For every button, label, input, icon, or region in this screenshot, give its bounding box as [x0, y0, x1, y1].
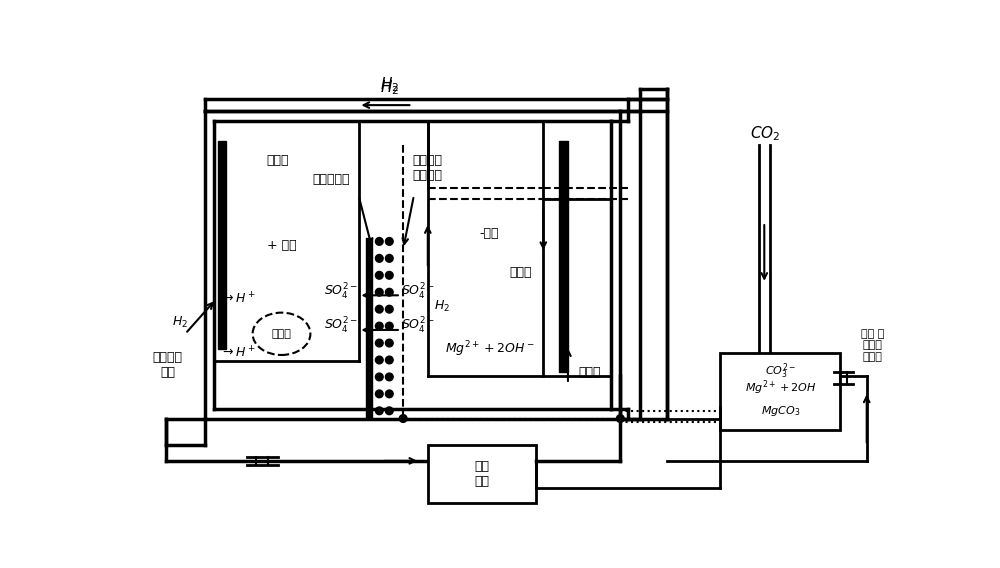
Circle shape: [375, 272, 383, 279]
Circle shape: [375, 306, 383, 313]
Text: $SO_4^{2-}$: $SO_4^{2-}$: [324, 316, 359, 336]
Circle shape: [385, 390, 393, 398]
Text: $\rightarrow H^+$: $\rightarrow H^+$: [220, 291, 255, 307]
Bar: [720, 353, 840, 430]
Text: $Mg^{2+}+2OH^-$: $Mg^{2+}+2OH^-$: [445, 340, 534, 359]
Text: + 阳极: + 阳极: [267, 239, 296, 252]
Text: $H_2$: $H_2$: [380, 76, 399, 94]
Text: -阴极: -阴极: [480, 227, 499, 240]
Circle shape: [616, 415, 624, 423]
Circle shape: [385, 254, 393, 262]
Circle shape: [375, 390, 383, 398]
Text: 蛇纹石: 蛇纹石: [272, 329, 291, 339]
Circle shape: [375, 322, 383, 330]
Circle shape: [385, 237, 393, 245]
Circle shape: [385, 373, 393, 381]
Text: 多孔无机膜: 多孔无机膜: [313, 173, 350, 186]
Circle shape: [375, 339, 383, 347]
Text: $SO_4^{2-}$: $SO_4^{2-}$: [401, 316, 436, 336]
Text: $H_2$: $H_2$: [172, 315, 188, 330]
Text: $CO_2$: $CO_2$: [750, 124, 780, 143]
Text: 硫酸镁: 硫酸镁: [509, 266, 531, 279]
Text: $Mg^{2+}+2OH$: $Mg^{2+}+2OH$: [745, 378, 816, 397]
Circle shape: [385, 356, 393, 364]
Bar: [366, 237, 372, 419]
Circle shape: [375, 289, 383, 296]
Circle shape: [375, 237, 383, 245]
Text: $CO_3^{2-}$: $CO_3^{2-}$: [765, 361, 796, 381]
Circle shape: [385, 306, 393, 313]
Bar: [218, 141, 226, 349]
Text: $\rightarrow H^+$: $\rightarrow H^+$: [220, 345, 255, 361]
Text: $SO_4^{2-}$: $SO_4^{2-}$: [324, 281, 359, 302]
Circle shape: [375, 254, 383, 262]
Bar: [559, 141, 568, 372]
Text: $H_2$: $H_2$: [434, 299, 450, 315]
Circle shape: [375, 356, 383, 364]
Text: $H_2$: $H_2$: [380, 78, 399, 97]
Circle shape: [385, 322, 393, 330]
Circle shape: [385, 272, 393, 279]
Text: $MgCO_3$: $MgCO_3$: [761, 404, 800, 418]
Circle shape: [385, 289, 393, 296]
Circle shape: [399, 415, 407, 423]
Circle shape: [375, 373, 383, 381]
Circle shape: [375, 407, 383, 415]
Text: 二价阴离
子交换膜: 二价阴离 子交换膜: [413, 154, 443, 182]
Circle shape: [385, 339, 393, 347]
Text: $SO_4^{2-}$: $SO_4^{2-}$: [401, 281, 436, 302]
Text: 气体扩散
电极: 气体扩散 电极: [153, 350, 183, 379]
Text: 硫酸镁: 硫酸镁: [578, 366, 601, 379]
Bar: [428, 445, 536, 503]
Text: 过滤
结晶: 过滤 结晶: [474, 460, 489, 488]
Circle shape: [385, 407, 393, 415]
Text: 蛇纹石: 蛇纹石: [266, 154, 289, 167]
Text: 过滤 后
转移到
阴极区: 过滤 后 转移到 阴极区: [861, 329, 885, 362]
